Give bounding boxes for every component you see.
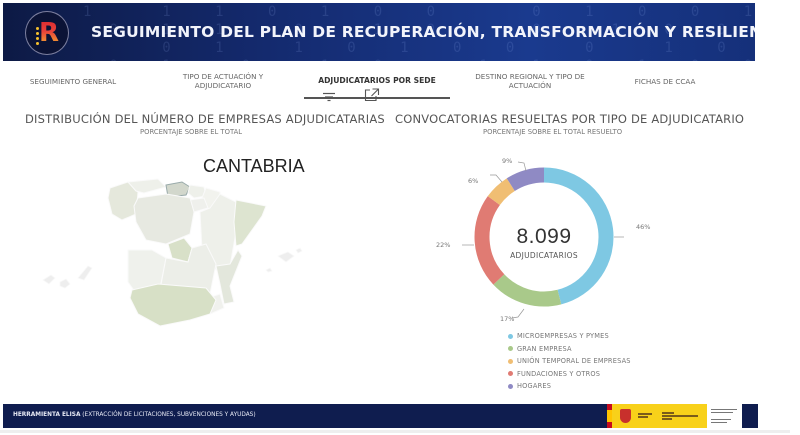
footer-link-elisa[interactable]: HERRAMIENTA ELISA (EXTRACCIÓN DE LICITAC… — [13, 412, 256, 418]
region-baleares[interactable] — [265, 247, 303, 273]
header-banner: 1 1 1 0 1 0 0 0 1 0 0 1 0 1 1 0 1 0 0 1 … — [3, 3, 755, 61]
label-22: 22% — [436, 241, 451, 249]
legend-dot-icon — [508, 333, 513, 339]
donut-center-label: ADJUDICATARIOS — [510, 251, 578, 260]
legend-item-fundaciones[interactable]: FUNDACIONES Y OTROS — [508, 368, 631, 381]
donut-section-title: CONVOCATORIAS RESUELTAS POR TIPO DE ADJU… — [395, 112, 745, 126]
region-castilla-y-leon[interactable] — [133, 193, 195, 245]
selected-region-label: CANTABRIA — [203, 156, 305, 176]
region-comunidad-valenciana[interactable] — [215, 249, 243, 305]
page-title: SEGUIMIENTO DEL PLAN DE RECUPERACIÓN, TR… — [91, 23, 755, 41]
bottom-scroll-bar — [0, 430, 790, 433]
leader-lines — [462, 161, 624, 319]
label-17: 17% — [500, 315, 515, 323]
legend-dot-icon — [508, 358, 513, 364]
spain-map[interactable] — [40, 170, 310, 340]
legend-label: GRAN EMPRESA — [517, 344, 572, 353]
donut-segment-fundaciones[interactable] — [474, 196, 505, 285]
footer-text: (EXTRACCIÓN DE LICITACIONES, SUBVENCIONE… — [80, 412, 256, 418]
label-6: 6% — [468, 177, 479, 185]
region-asturias[interactable] — [126, 178, 167, 194]
donut-legend: MICROEMPRESAS Y PYMES GRAN EMPRESA UNIÓN… — [508, 330, 631, 393]
region-pais-vasco[interactable] — [187, 184, 207, 199]
legend-dot-icon — [508, 383, 513, 389]
legend-dot-icon — [508, 346, 513, 352]
visual-header-icons — [322, 87, 380, 106]
canary-islands[interactable] — [40, 265, 93, 289]
map-section-subtitle: PORCENTAJE SOBRE EL TOTAL — [140, 128, 242, 136]
agency-logo-block — [707, 404, 742, 428]
tab-destino-regional[interactable]: DESTINO REGIONAL Y TIPO DE ACTUACIÓN — [475, 72, 585, 90]
donut-segment-gran-empresa[interactable] — [493, 274, 562, 307]
label-9: 9% — [502, 157, 513, 165]
logo-letter: R — [38, 18, 60, 48]
legend-item-ute[interactable]: UNIÓN TEMPORAL DE EMPRESAS — [508, 355, 631, 368]
tab-tipo-actuacion[interactable]: TIPO DE ACTUACIÓN Y ADJUDICATARIO — [182, 72, 264, 90]
gobierno-espana-logo — [607, 404, 742, 428]
region-andalucia[interactable] — [129, 283, 217, 327]
coat-of-arms-icon — [620, 409, 631, 423]
tab-adjudicatarios-por-sede[interactable]: ADJUDICATARIOS POR SEDE — [318, 76, 436, 85]
label-46: 46% — [636, 223, 651, 231]
map-section-title: DISTRIBUCIÓN DEL NÚMERO DE EMPRESAS ADJU… — [25, 112, 385, 126]
donut-segment-hogares[interactable] — [506, 167, 545, 192]
footer-bold-text: HERRAMIENTA ELISA — [13, 412, 81, 418]
legend-label: HOGARES — [517, 382, 552, 391]
legend-dot-icon — [508, 371, 513, 377]
donut-center-value: 8.099 — [516, 225, 572, 248]
legend-label: MICROEMPRESAS Y PYMES — [517, 332, 609, 341]
focus-mode-icon[interactable] — [364, 87, 380, 106]
region-cataluna[interactable] — [233, 199, 267, 247]
active-tab-underline — [304, 97, 450, 99]
legend-label: UNIÓN TEMPORAL DE EMPRESAS — [517, 357, 631, 366]
logo-dots-icon — [36, 27, 40, 47]
donut-segment-microempresas[interactable] — [543, 167, 614, 305]
tab-fichas-ccaa[interactable]: FICHAS DE CCAA — [634, 77, 696, 86]
filter-lines-icon[interactable] — [322, 87, 336, 106]
donut-section-subtitle: PORCENTAJE SOBRE EL TOTAL RESUELTO — [483, 128, 623, 136]
plan-recuperacion-logo: R — [25, 11, 69, 55]
legend-item-microempresas[interactable]: MICROEMPRESAS Y PYMES — [508, 330, 631, 343]
ministry-logo-block — [612, 404, 707, 428]
spain-flag-icon — [607, 404, 612, 428]
legend-item-hogares[interactable]: HOGARES — [508, 380, 631, 393]
legend-item-gran-empresa[interactable]: GRAN EMPRESA — [508, 343, 631, 356]
legend-label: FUNDACIONES Y OTROS — [517, 369, 601, 378]
donut-chart[interactable] — [440, 160, 640, 320]
tab-seguimiento-general[interactable]: SEGUIMIENTO GENERAL — [29, 77, 117, 86]
donut-segment-ute[interactable] — [487, 178, 516, 206]
nav-tabs: SEGUIMIENTO GENERAL TIPO DE ACTUACIÓN Y … — [0, 70, 760, 104]
